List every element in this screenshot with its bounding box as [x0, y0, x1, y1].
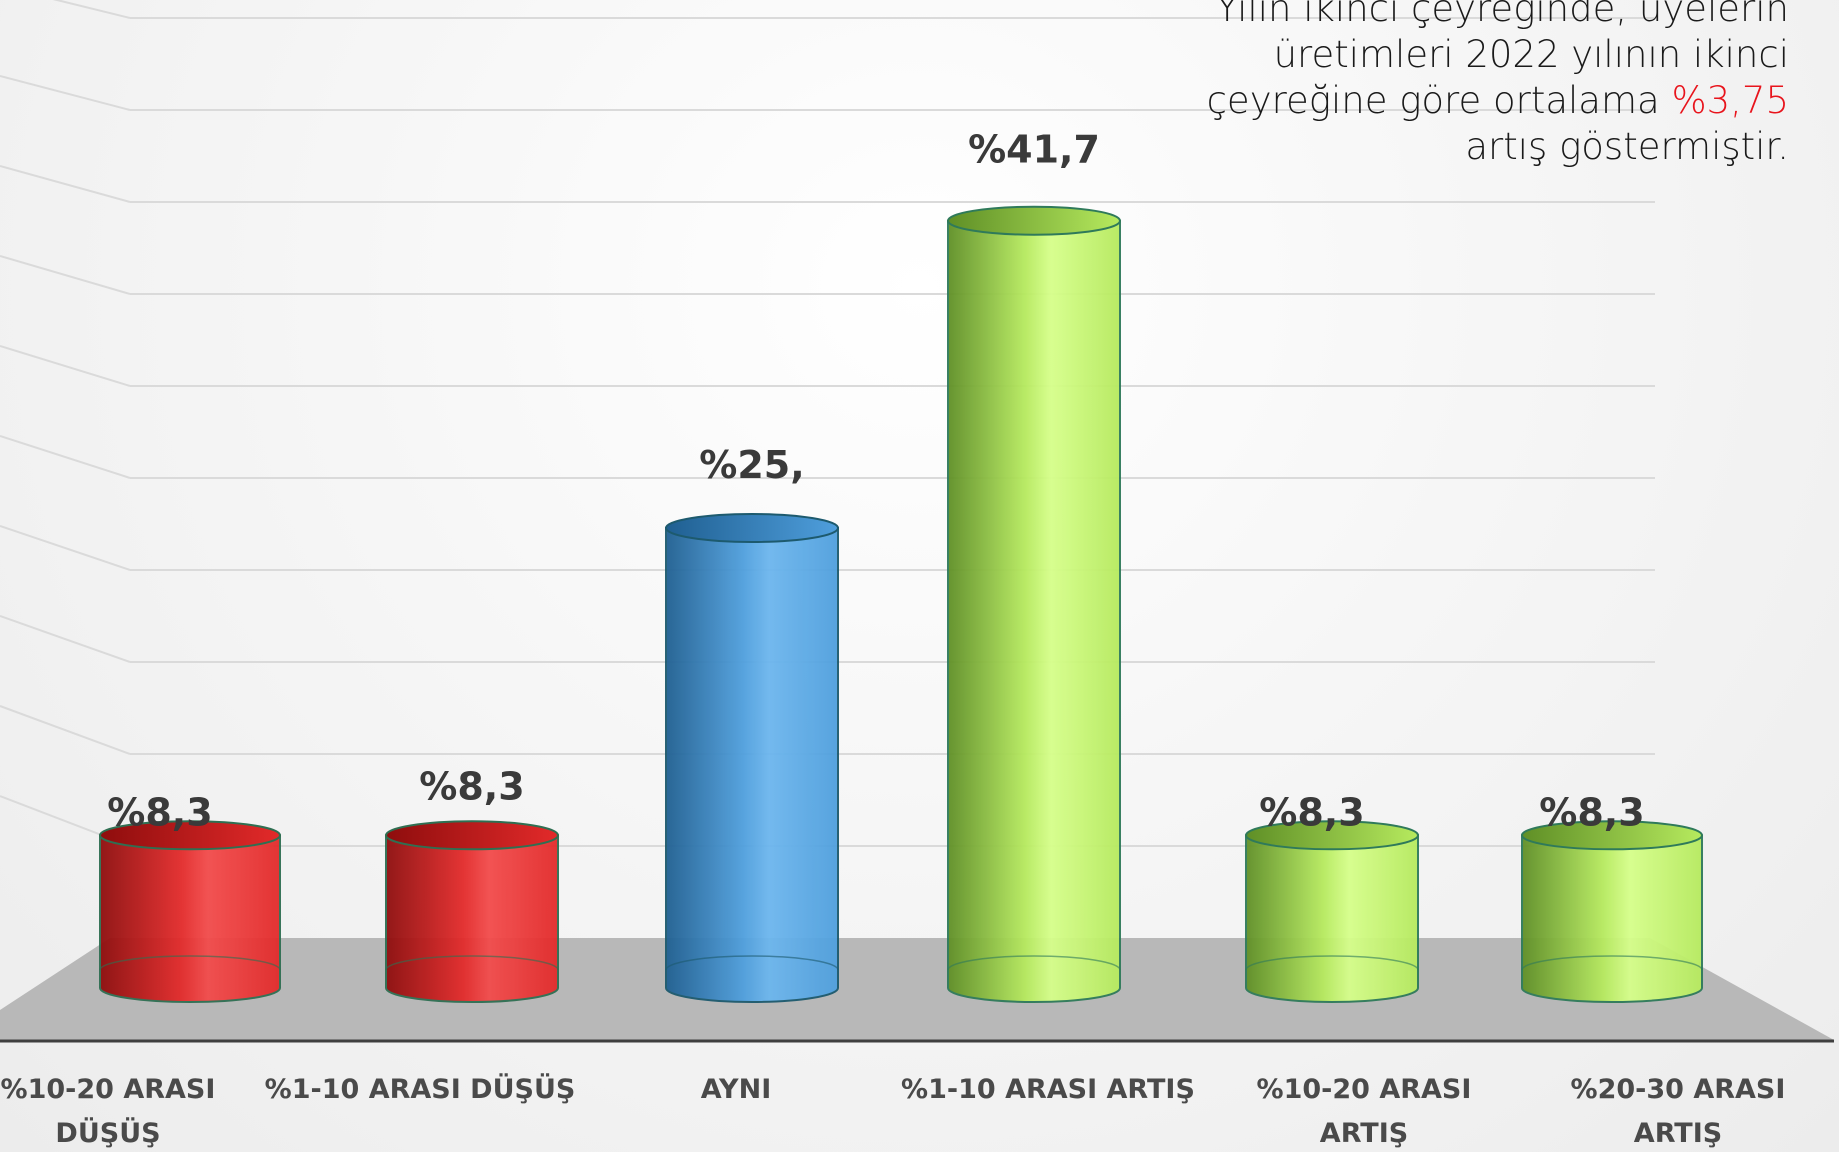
bar	[948, 207, 1120, 1002]
bar-body	[1522, 835, 1702, 1002]
data-labels: %8,3 %8,3 %25, %41,7 %8,3 %8,3	[107, 128, 1644, 835]
category-label: ARTIŞ	[1320, 1118, 1408, 1149]
bar-body	[1246, 835, 1418, 1002]
data-label: %8,3	[1259, 790, 1364, 834]
bar-body	[948, 221, 1120, 1002]
annotation-line-3: çeyreğine göre ortalama %3,75	[1109, 78, 1789, 124]
bar-body	[386, 835, 558, 1002]
gridline-diagonal	[0, 346, 130, 386]
category-label: %1-10 ARASI DÜŞÜŞ	[265, 1072, 576, 1105]
bar	[100, 821, 280, 1002]
annotation-line-4: artış göstermiştir.	[1109, 124, 1789, 170]
bar	[1522, 821, 1702, 1002]
gridline-diagonal	[0, 256, 130, 294]
gridline-diagonal	[0, 0, 130, 18]
bar	[666, 514, 838, 1002]
bar-top	[948, 207, 1120, 235]
data-label: %8,3	[1539, 790, 1644, 834]
annotation-line-2: üretimleri 2022 yılının ikinci	[1109, 32, 1789, 78]
bars	[100, 207, 1702, 1002]
category-label: ARTIŞ	[1634, 1118, 1722, 1149]
gridline-diagonal	[0, 616, 130, 662]
category-label: DÜŞÜŞ	[55, 1116, 160, 1149]
category-label: %10-20 ARASI	[1257, 1074, 1472, 1105]
gridline-diagonal	[0, 526, 130, 570]
data-label: %25,	[699, 443, 804, 487]
category-label: %20-30 ARASI	[1571, 1074, 1786, 1105]
bar-top	[386, 821, 558, 849]
category-label: %10-20 ARASI	[1, 1074, 216, 1105]
category-labels: %10-20 ARASI DÜŞÜŞ %1-10 ARASI DÜŞÜŞ AYNI %1…	[1, 1072, 1786, 1149]
data-label: %41,7	[968, 128, 1100, 172]
data-label: %8,3	[419, 764, 524, 808]
category-label: %1-10 ARASI ARTIŞ	[901, 1074, 1195, 1105]
gridline-diagonal	[0, 706, 130, 754]
bar	[1246, 821, 1418, 1002]
annotation-line-1: Yılın ikinci çeyreğinde, üyelerin	[1109, 0, 1789, 32]
annotation-line-3-text: çeyreğine göre ortalama	[1207, 79, 1672, 122]
category-label: AYNI	[701, 1074, 772, 1105]
bar	[386, 821, 558, 1002]
data-label: %8,3	[107, 790, 212, 834]
gridline-diagonal	[0, 166, 130, 202]
annotation-highlight-value: %3,75	[1671, 79, 1789, 122]
gridline-diagonal	[0, 76, 130, 110]
bar-body	[100, 835, 280, 1002]
bar-body	[666, 528, 838, 1002]
bar-top	[666, 514, 838, 542]
gridline-diagonal	[0, 436, 130, 478]
summary-annotation: Yılın ikinci çeyreğinde, üyelerin üretim…	[1109, 0, 1789, 170]
